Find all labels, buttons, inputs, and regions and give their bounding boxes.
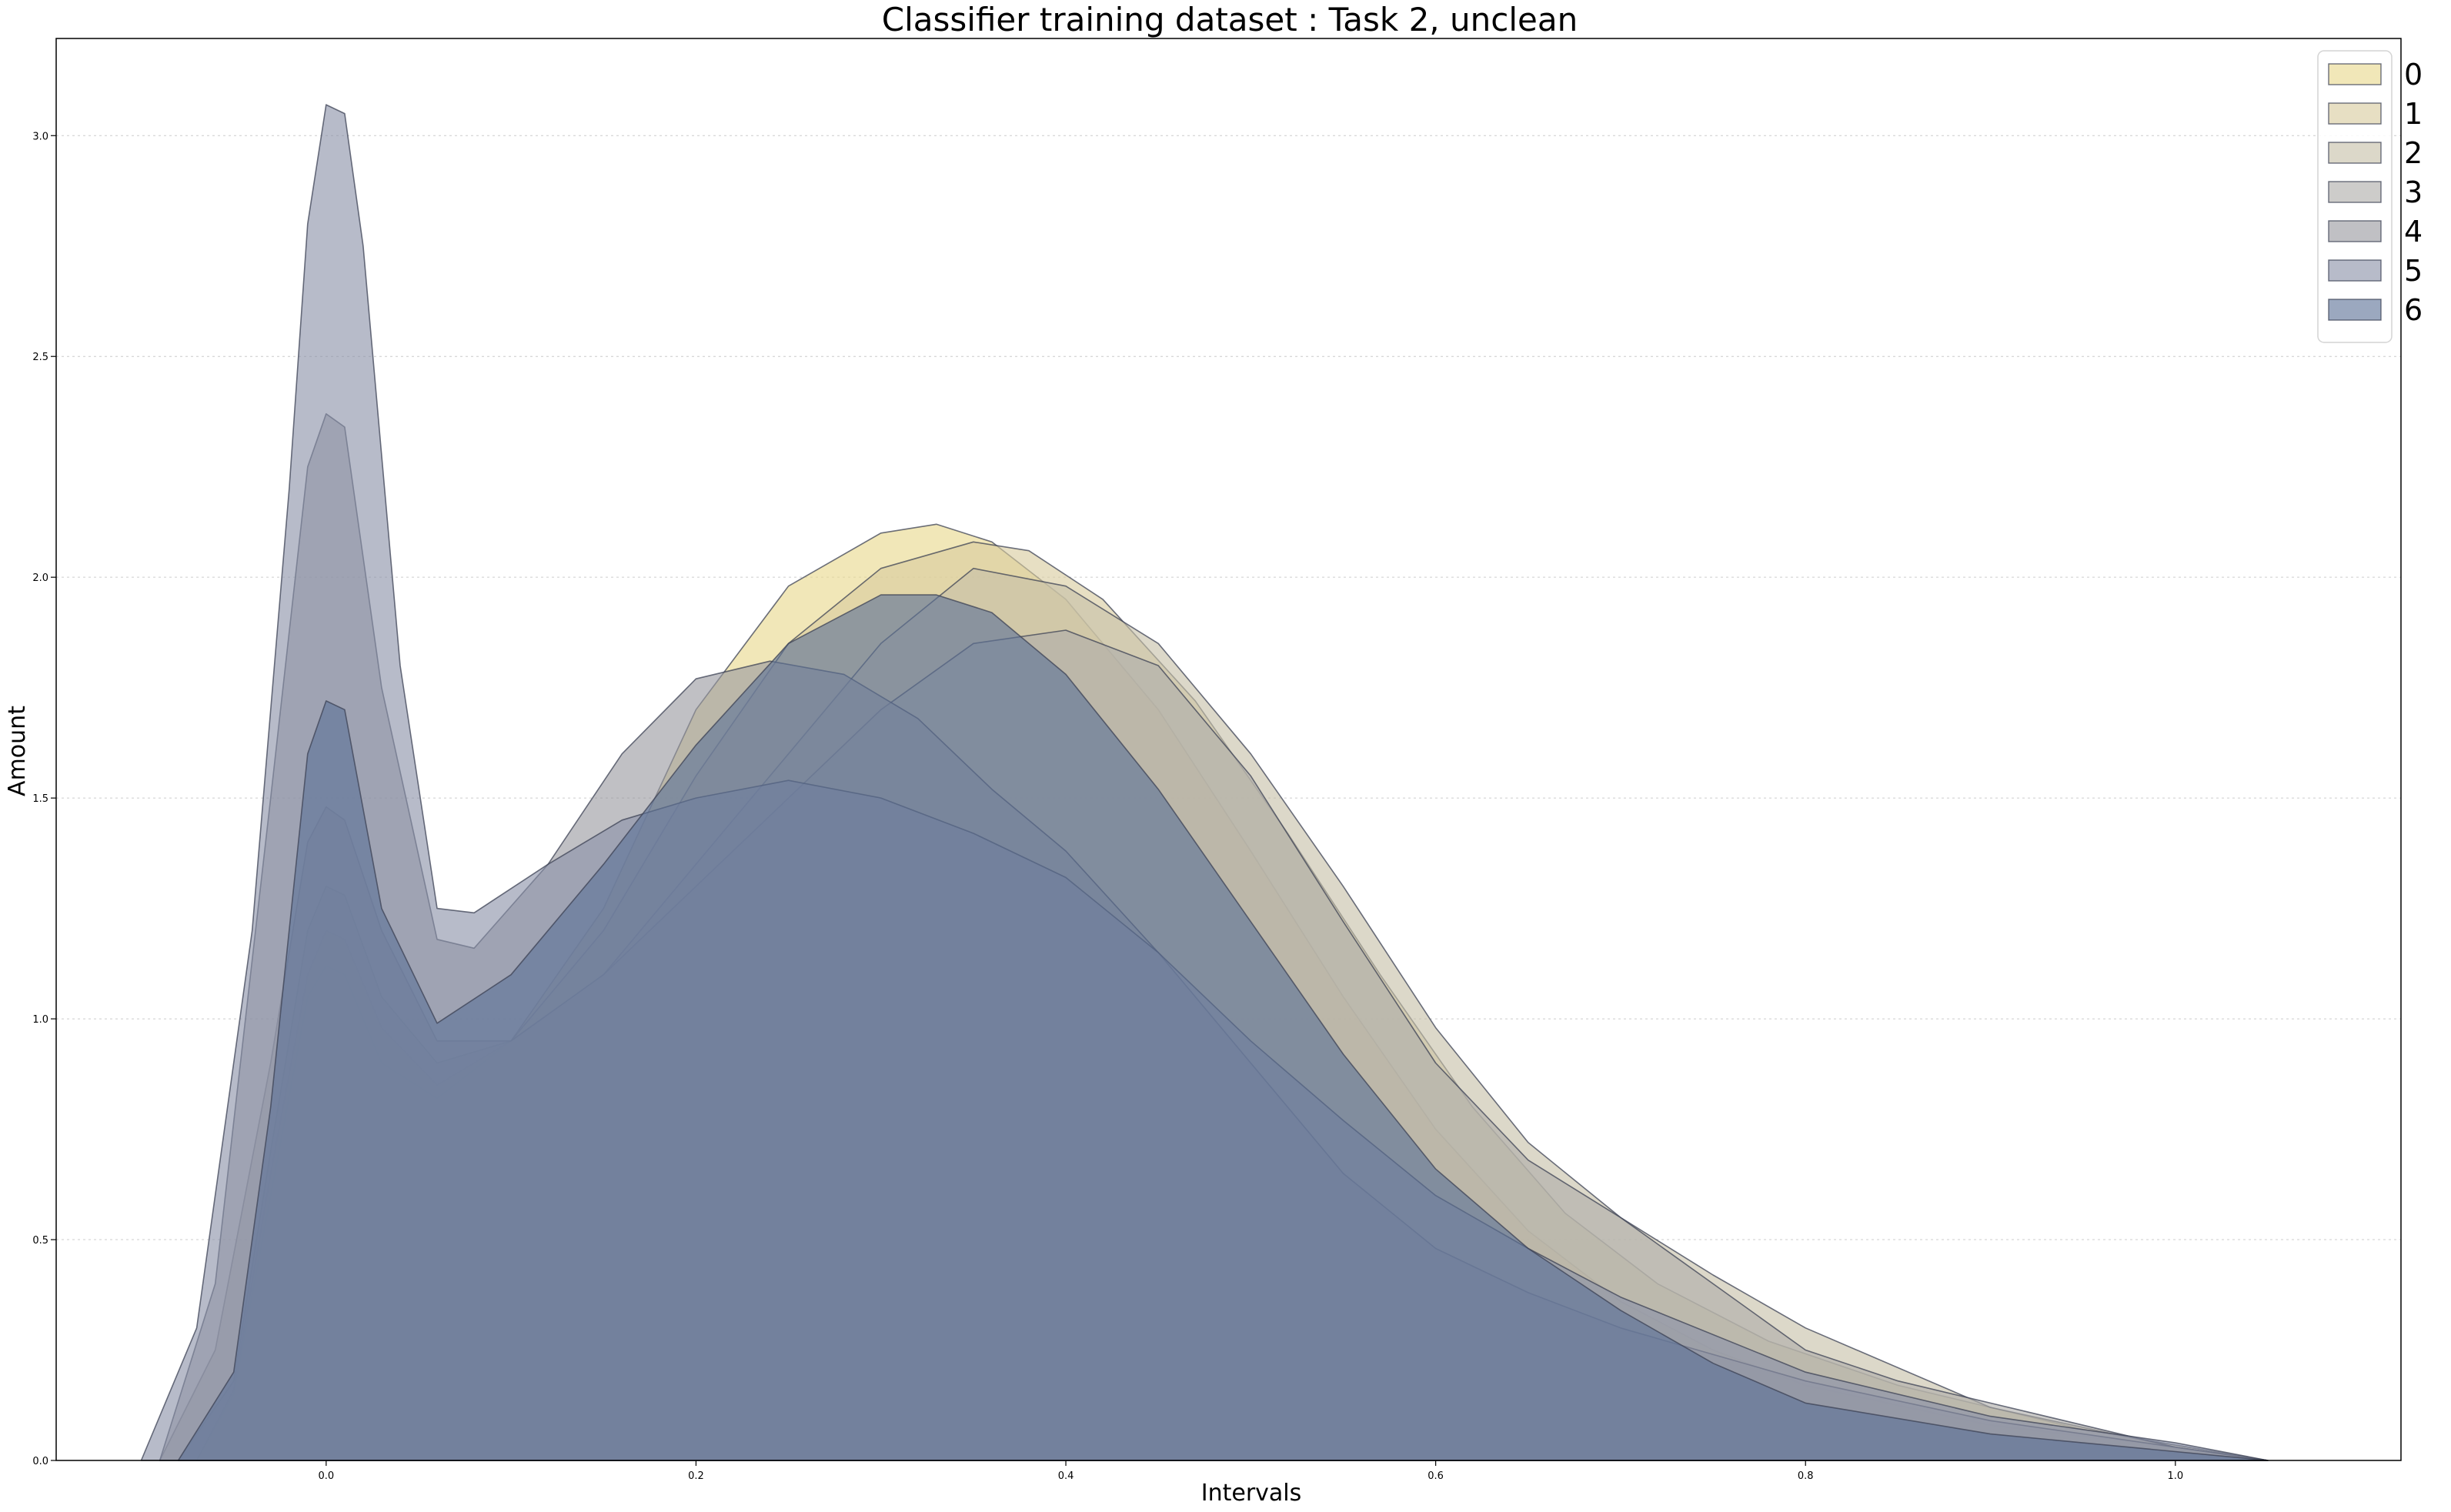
chart-title: Classifier training dataset : Task 2, un… (882, 1, 1578, 38)
legend-swatch-5 (2328, 259, 2382, 282)
y-tick-label-5: 2.5 (32, 352, 48, 363)
y-tick-label-0: 0.0 (32, 1456, 48, 1467)
y-tick-label-2: 1.0 (32, 1014, 48, 1026)
x-tick-label-3: 0.6 (1428, 1470, 1444, 1482)
y-tick-label-6: 3.0 (32, 131, 48, 142)
legend-swatch-1 (2328, 102, 2382, 125)
legend-swatch-0 (2328, 63, 2382, 85)
x-tick-label-1: 0.2 (688, 1470, 704, 1482)
legend-label-1: 1 (2404, 97, 2423, 131)
plot-frame (55, 38, 2402, 1461)
x-tick-label-5: 1.0 (2167, 1470, 2183, 1482)
legend-label-6: 6 (2404, 293, 2423, 327)
legend-swatch-4 (2328, 220, 2382, 242)
density-areas (140, 104, 2269, 1461)
area-series-6 (177, 594, 2269, 1461)
x-tick-label-0: 0.0 (318, 1470, 334, 1482)
x-tick-label-2: 0.4 (1058, 1470, 1074, 1482)
legend-label-3: 3 (2404, 175, 2423, 209)
y-tick-label-4: 2.0 (32, 572, 48, 584)
x-axis-label: Intervals (1201, 1480, 1302, 1507)
y-axis-label: Amount (4, 706, 31, 796)
x-tick-label-4: 0.8 (1798, 1470, 1814, 1482)
legend-label-4: 4 (2404, 215, 2423, 249)
legend-label-5: 5 (2404, 254, 2423, 288)
x-axis-ticks: 0.0 0.2 0.4 0.6 0.8 1.0 (318, 1460, 2183, 1482)
legend-label-0: 0 (2404, 58, 2423, 92)
legend-swatch-3 (2328, 181, 2382, 203)
legend-swatch-6 (2328, 299, 2382, 321)
legend-label-2: 2 (2404, 136, 2423, 170)
legend: 0 1 2 3 4 5 6 (2317, 50, 2423, 343)
y-tick-label-1: 0.5 (32, 1235, 48, 1247)
y-axis-ticks: 0.0 0.5 1.0 1.5 2.0 2.5 3.0 (32, 131, 56, 1467)
y-tick-label-3: 1.5 (32, 793, 48, 805)
legend-swatch-2 (2328, 142, 2382, 164)
